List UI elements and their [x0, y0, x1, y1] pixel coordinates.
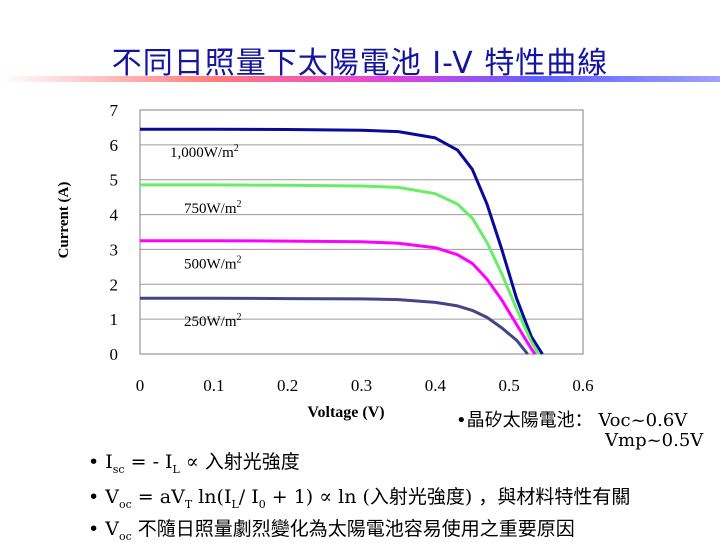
series-label-sup: 2 — [234, 143, 239, 154]
x-tick-label: 0.1 — [203, 376, 224, 395]
series-label-3: 250W/m2 — [184, 312, 242, 330]
grid-lines — [140, 144, 583, 320]
series-label-sup: 2 — [237, 199, 242, 210]
y-axis-label: Current (A) — [56, 182, 72, 259]
series-label-text: 250W/m — [184, 314, 237, 330]
series-line-0 — [140, 127, 544, 355]
y-tick-labels: 0 1 2 3 4 5 6 7 — [110, 101, 119, 364]
x-tick-label: 0 — [136, 376, 145, 395]
bullet-voc-stability: • Voc 不隨日照量劇烈變化為太陽電池容易使用之重要原因 — [88, 518, 575, 543]
y-tick-label: 6 — [110, 136, 119, 155]
y-tick-label: 0 — [110, 345, 119, 364]
y-tick-label: 5 — [110, 171, 119, 190]
series-label-text: 1,000W/m — [170, 145, 234, 161]
series-label-text: 500W/m — [184, 257, 237, 273]
y-tick-label: 2 — [110, 275, 119, 294]
y-tick-label: 7 — [110, 101, 119, 120]
series-label-2: 500W/m2 — [184, 255, 242, 273]
y-tick-label: 3 — [110, 240, 119, 259]
series-line-1 — [140, 183, 540, 355]
y-tick-label: 1 — [110, 310, 119, 329]
x-tick-labels: 0 0.1 0.2 0.3 0.4 0.5 0.6 — [136, 376, 594, 395]
x-tick-label: 0.3 — [351, 376, 372, 395]
series-line-3 — [140, 296, 529, 355]
series-label-text: 750W/m — [184, 201, 237, 217]
x-tick-label: 0.6 — [572, 376, 593, 395]
series-line-2 — [140, 239, 537, 355]
bullet-isc: • Isc = - IL ∝ 入射光強度 — [88, 451, 300, 476]
title-underline — [0, 76, 720, 82]
slide-title: 不同日照量下太陽電池 I-V 特性曲線 — [111, 46, 609, 81]
series-label-sup: 2 — [237, 312, 242, 323]
side-note-vmp: Vmp~0.5V — [605, 430, 704, 451]
x-axis-label: Voltage (V) — [307, 404, 384, 421]
x-tick-label: 0.5 — [499, 376, 520, 395]
y-tick-label: 4 — [110, 206, 119, 225]
x-tick-label: 0.4 — [425, 376, 447, 395]
bullet-voc-formula: • Voc = aVT ln(IL/ I0 + 1) ∝ ln (入射光強度) … — [88, 486, 631, 511]
side-note-voc: •晶矽太陽電池： Voc~0.6V — [456, 410, 688, 431]
series-label-sup: 2 — [237, 255, 242, 266]
series-label-0: 1,000W/m2 — [170, 143, 239, 161]
series-lines — [140, 127, 544, 355]
series-label-1: 750W/m2 — [184, 199, 242, 217]
x-tick-label: 0.2 — [277, 376, 298, 395]
